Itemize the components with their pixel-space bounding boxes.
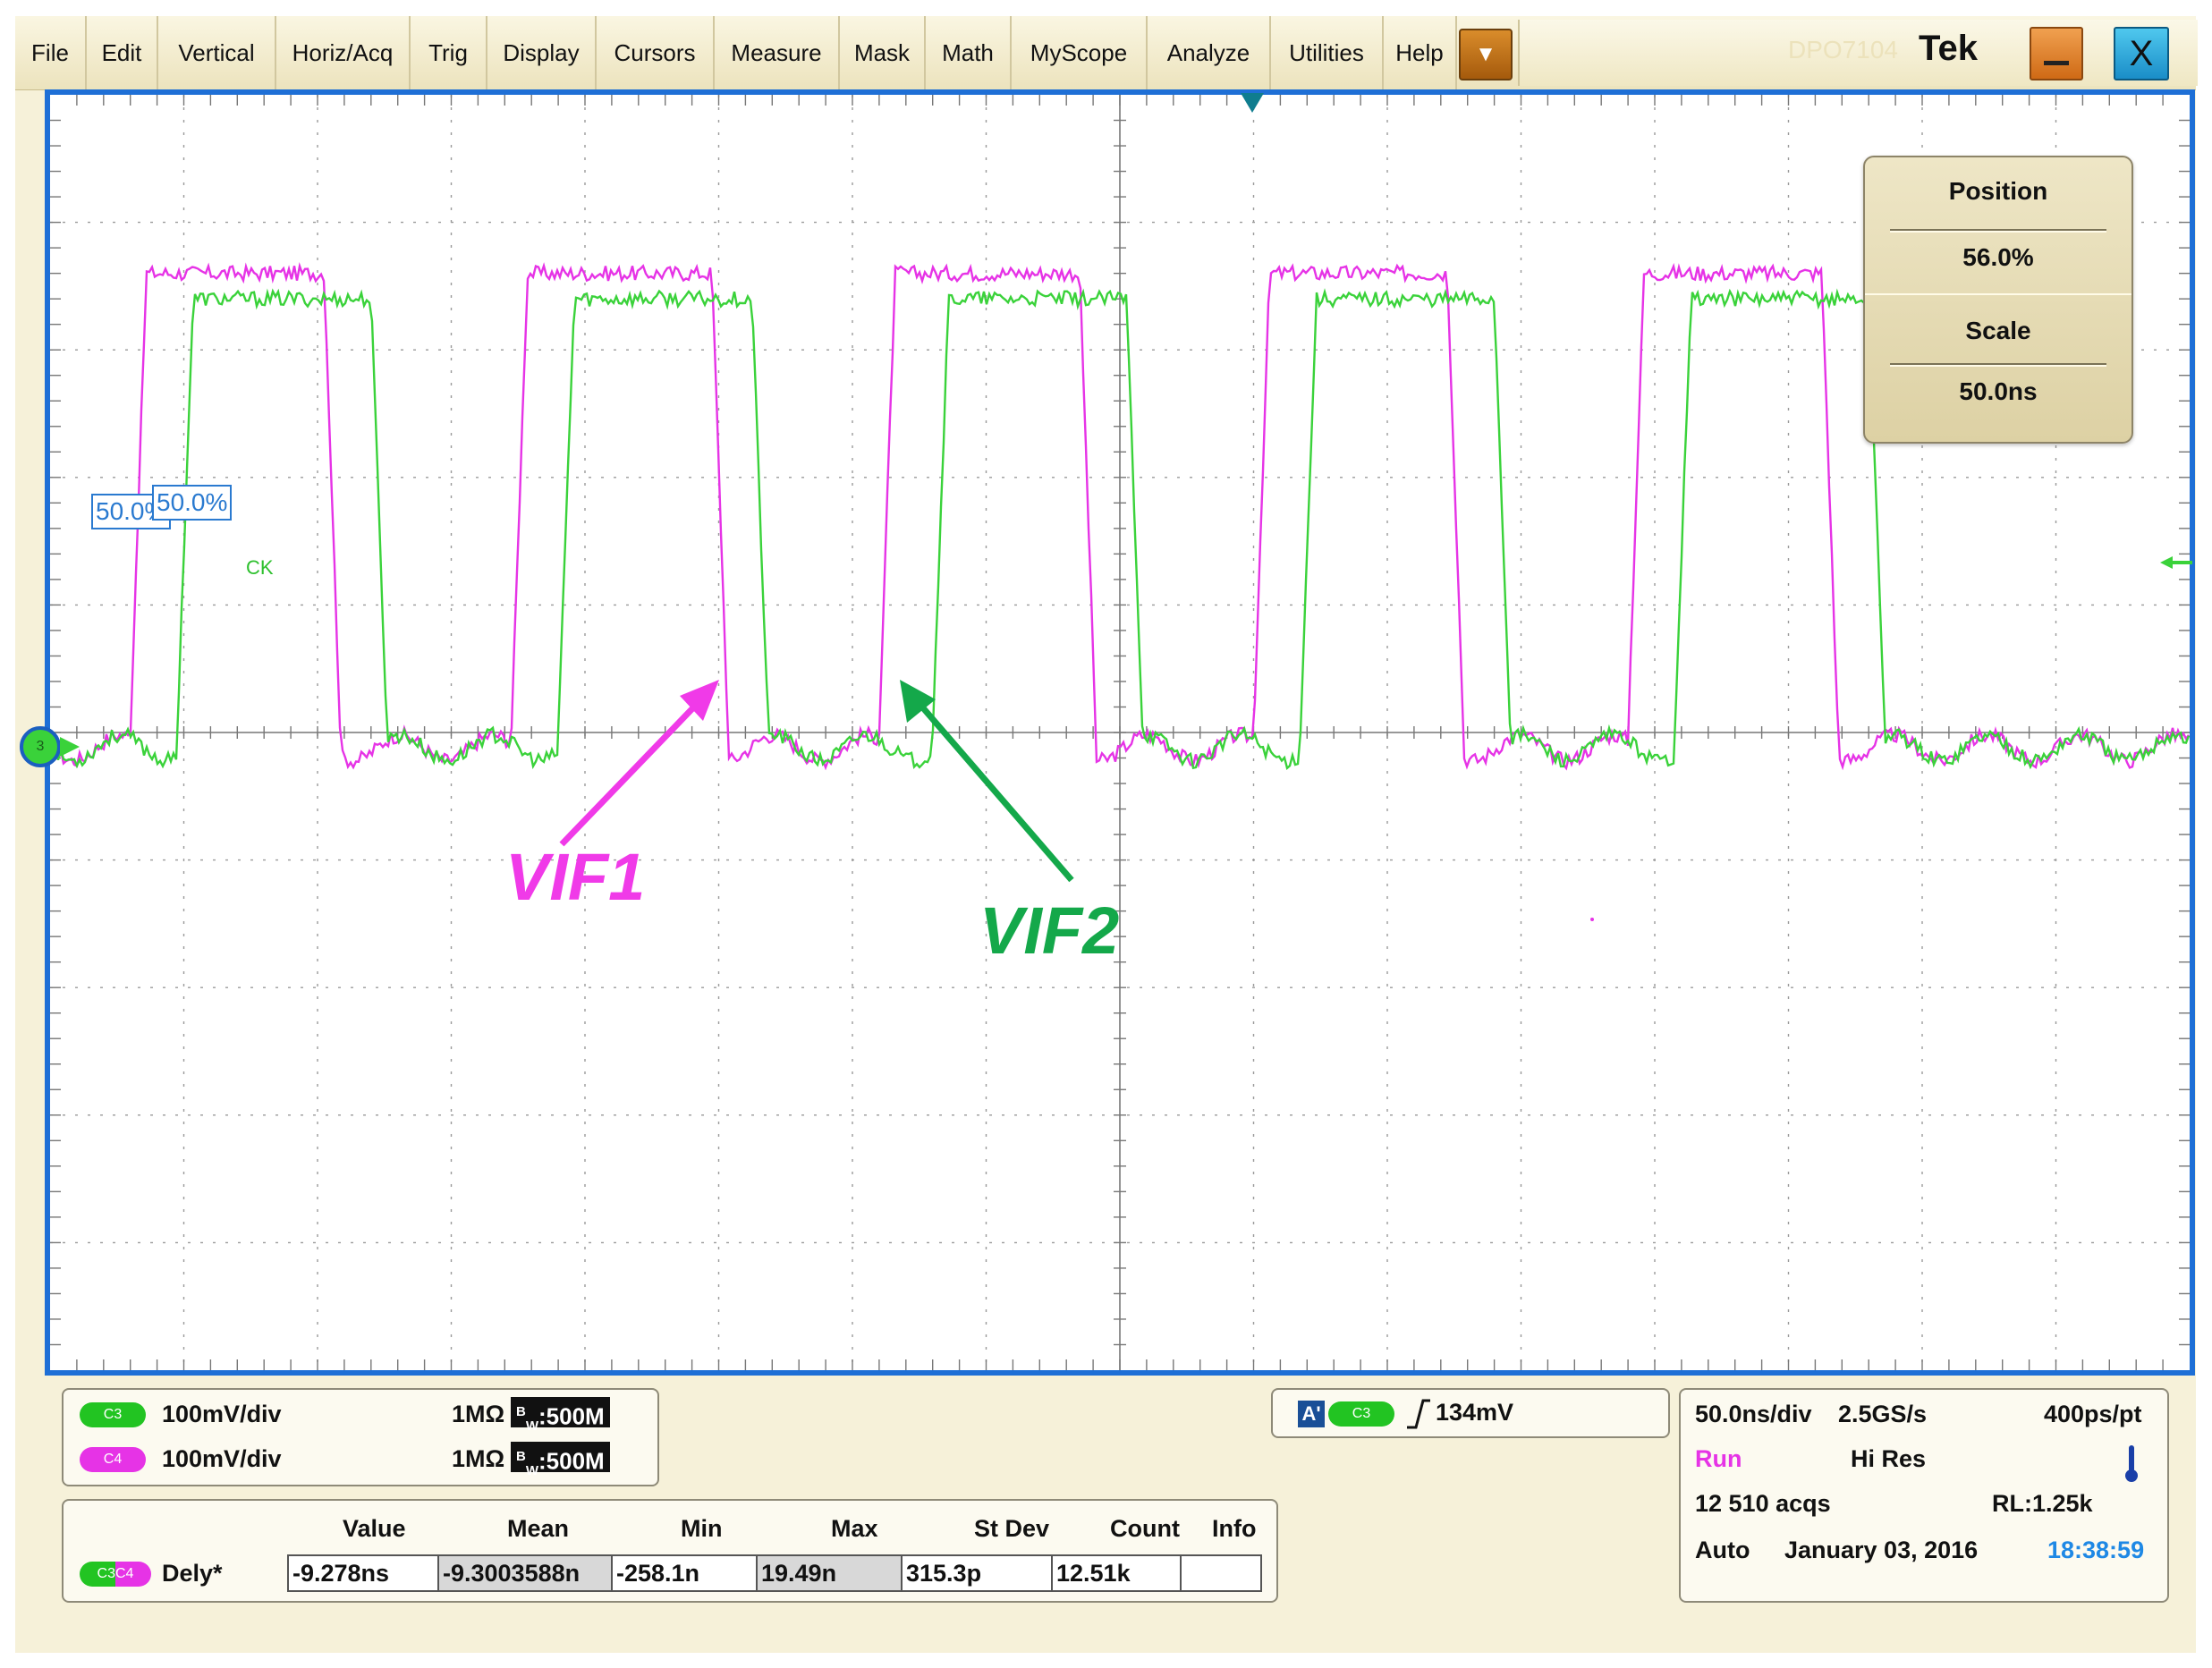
vif2-label: VIF2 (979, 893, 1120, 968)
meas-info (1180, 1554, 1262, 1592)
trigger-position-marker[interactable] (1241, 93, 1264, 113)
ch3-scale[interactable]: 100mV/div (162, 1401, 282, 1427)
panel-divider (1865, 293, 2131, 295)
ch4-bw-sub: W (525, 1462, 539, 1478)
table-row: -9.278ns -9.3003588n -258.1n 19.49n 315.… (287, 1554, 1262, 1592)
stray-dot (1590, 918, 1594, 921)
ch4-impedance: 1MΩ (452, 1445, 505, 1472)
meas-value: -9.278ns (287, 1554, 439, 1592)
menu-vertical[interactable]: Vertical (158, 16, 276, 89)
ch4-bw-prefix: B (516, 1449, 526, 1464)
timebase: 50.0ns/div (1695, 1401, 1812, 1427)
time: 18:38:59 (2047, 1537, 2145, 1563)
menu-horiz-acq[interactable]: Horiz/Acq (276, 16, 411, 89)
ch3-bw-sub: W (525, 1418, 539, 1434)
ch3-ground-arrow-icon (60, 737, 80, 757)
minimize-icon (2044, 61, 2069, 65)
channel-readout-panel: C3 100mV/div 1MΩ BW:500M C4 100mV/div 1M… (62, 1388, 659, 1486)
menu-edit[interactable]: Edit (87, 16, 158, 89)
menu-mask[interactable]: Mask (840, 16, 926, 89)
trigger-readout-panel[interactable]: A' C3 134mV (1271, 1388, 1670, 1438)
waveform-graticule[interactable] (45, 89, 2195, 1376)
menu-file[interactable]: File (15, 16, 87, 89)
thermometer-icon (2125, 1445, 2138, 1482)
record-length: RL:1.25k (1992, 1490, 2093, 1517)
vif1-label: VIF1 (505, 840, 646, 914)
ch3-ground-marker[interactable]: 3 (20, 726, 61, 767)
resolution: 400ps/pt (2044, 1401, 2142, 1427)
horizontal-scrollbar[interactable] (45, 1376, 2195, 1384)
menu-bar: File Edit Vertical Horiz/Acq Trig Displa… (15, 16, 2198, 90)
ch4-scale[interactable]: 100mV/div (162, 1445, 282, 1472)
meas-header-stdev: St Dev (974, 1515, 1050, 1542)
trigger-source-pill: C3 (1328, 1401, 1394, 1427)
vif1-arrow (559, 680, 719, 847)
meas-header-mean: Mean (507, 1515, 570, 1542)
scale-separator (1890, 363, 2106, 365)
meas-name[interactable]: Dely* (162, 1560, 223, 1587)
run-state[interactable]: Run (1695, 1445, 1742, 1472)
model-name: DPO7104 (1788, 36, 1898, 64)
meas-header-count: Count (1110, 1515, 1180, 1542)
reference-tag-2[interactable]: 50.0% (152, 485, 233, 521)
scope-application: File Edit Vertical Horiz/Acq Trig Displa… (15, 16, 2198, 1653)
menu-utilities[interactable]: Utilities (1271, 16, 1384, 89)
trigger-level-arrow-icon[interactable] (2160, 556, 2192, 569)
acq-count: 12 510 acqs (1695, 1490, 1831, 1517)
meas-header-min: Min (681, 1515, 723, 1542)
trigger-mode: Auto (1695, 1537, 1750, 1563)
meas-max: 19.49n (756, 1554, 903, 1592)
meas-stdev: 315.3p (901, 1554, 1053, 1592)
menu-help[interactable]: Help (1384, 16, 1457, 89)
meas-header-value: Value (343, 1515, 406, 1542)
menu-math[interactable]: Math (926, 16, 1012, 89)
waveform-display (50, 95, 2190, 1370)
brand-area (1518, 20, 2198, 86)
ch4-bw-value: :500M (538, 1447, 605, 1475)
meas-mean: -9.3003588n (437, 1554, 613, 1592)
menu-measure[interactable]: Measure (715, 16, 840, 89)
ch4-pill[interactable]: C4 (80, 1447, 146, 1472)
meas-header-info: Info (1212, 1515, 1257, 1542)
vif2-arrow (900, 680, 1074, 883)
chevron-down-icon[interactable]: ▼ (1459, 29, 1513, 80)
ch3-bw-value: :500M (538, 1402, 605, 1430)
menu-myscope[interactable]: MyScope (1012, 16, 1148, 89)
ch3-bw-prefix: B (516, 1404, 526, 1419)
meas-count: 12.51k (1051, 1554, 1182, 1592)
menu-trig[interactable]: Trig (411, 16, 487, 89)
measurement-table: -9.278ns -9.3003588n -258.1n 19.49n 315.… (287, 1554, 1262, 1592)
menu-analyze[interactable]: Analyze (1148, 16, 1271, 89)
menu-cursors[interactable]: Cursors (597, 16, 715, 89)
tek-logo: Tek (1919, 29, 1978, 68)
ch3-impedance: 1MΩ (452, 1401, 505, 1427)
meas-min: -258.1n (611, 1554, 758, 1592)
scale-label: Scale (1965, 317, 2031, 344)
trigger-source-badge: A' (1298, 1401, 1325, 1427)
date: January 03, 2016 (1784, 1537, 1979, 1563)
ch4-bandwidth: BW:500M (511, 1442, 610, 1478)
close-button[interactable]: X (2114, 27, 2169, 80)
sample-rate: 2.5GS/s (1838, 1401, 1928, 1427)
position-label: Position (1948, 177, 2048, 205)
menu-display[interactable]: Display (487, 16, 597, 89)
position-separator (1890, 229, 2106, 231)
meas-source-pill[interactable]: C3C4 (80, 1562, 151, 1587)
ch3-waveform (50, 288, 2190, 770)
meas-header-max: Max (831, 1515, 878, 1542)
scale-value[interactable]: 50.0ns (1959, 377, 2038, 405)
acquisition-panel[interactable]: 50.0ns/div 2.5GS/s 400ps/pt Run Hi Res 1… (1679, 1388, 2169, 1603)
acq-mode: Hi Res (1851, 1445, 1927, 1472)
trigger-level: 134mV (1436, 1399, 1514, 1426)
ck-label: CK (246, 556, 274, 579)
position-scale-panel[interactable]: Position 56.0% Scale 50.0ns (1863, 156, 2133, 444)
minimize-button[interactable] (2030, 27, 2083, 80)
ch3-pill[interactable]: C3 (80, 1402, 146, 1427)
ch3-bandwidth: BW:500M (511, 1397, 610, 1434)
position-value[interactable]: 56.0% (1962, 243, 2034, 271)
measurement-panel: Value Mean Min Max St Dev Count Info C3C… (62, 1499, 1278, 1603)
rising-edge-icon (1407, 1399, 1430, 1429)
